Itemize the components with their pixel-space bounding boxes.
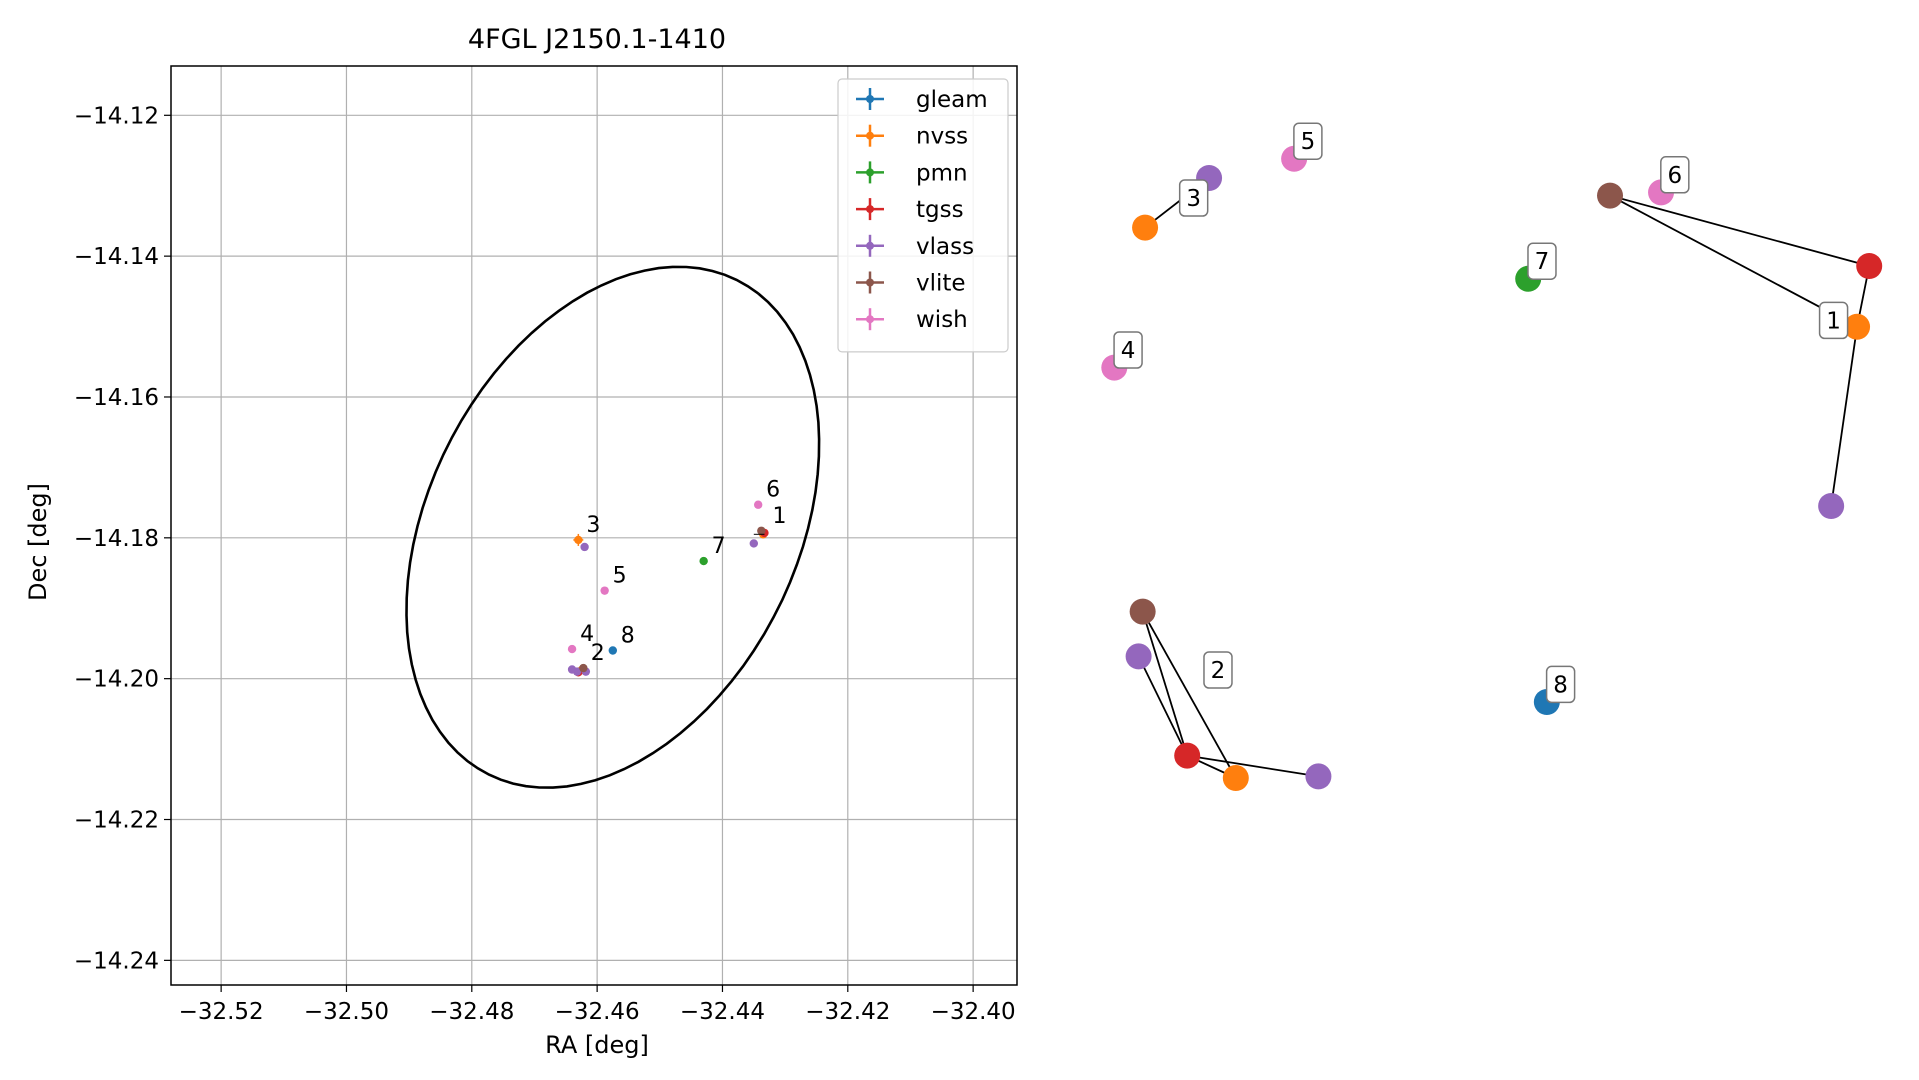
- graph-node-g2_tgss: [1174, 742, 1201, 769]
- legend-marker-dot: [866, 278, 874, 287]
- x-tick-label: −32.42: [805, 999, 890, 1025]
- graph-label-box: [1178, 179, 1209, 217]
- x-axis-ticks: −32.52 −32.50 −32.48 −32.46 −32.44 −32.42 −32.…: [179, 985, 1016, 1025]
- legend-marker-dot: [866, 205, 874, 214]
- point-annotation: 4: [580, 622, 594, 647]
- graph-label-box: [1293, 122, 1323, 160]
- graph-node-g2_vlass_b: [1305, 763, 1332, 790]
- point-annotation: 1: [772, 504, 786, 529]
- point-vlite: [579, 663, 588, 673]
- point-vlass: [567, 665, 577, 674]
- point-annotation: 3: [586, 513, 600, 538]
- left-annotations: 1 2 3 4 5 6 7 8: [580, 478, 786, 666]
- graph-label: 5: [1301, 129, 1316, 155]
- x-tick-label: −32.48: [429, 999, 514, 1025]
- legend-label: gleam: [916, 87, 988, 113]
- graph-node-g2_vlass_a: [1125, 643, 1152, 670]
- point-annotation: 5: [613, 564, 627, 589]
- graph-node-g2_nvss: [1222, 765, 1249, 791]
- point-pmn: [699, 556, 708, 566]
- graph-node-g1_tgss: [1856, 253, 1883, 279]
- y-tick-label: −14.18: [74, 526, 159, 552]
- y-tick-label: −14.12: [74, 103, 159, 129]
- point-gleam: [608, 646, 617, 655]
- graph-label-box: [1545, 665, 1576, 704]
- legend-marker-dot: [866, 241, 874, 250]
- legend-marker-dot: [866, 131, 874, 140]
- graph-label: 2: [1211, 658, 1226, 684]
- graph-edge: [1141, 611, 1237, 779]
- y-tick-label: −14.16: [74, 385, 159, 411]
- left-axes-frame: [170, 65, 1018, 986]
- y-tick-label: −14.20: [74, 667, 159, 693]
- graph-label: 1: [1826, 308, 1841, 334]
- graph-edge: [1141, 611, 1189, 756]
- legend-label: vlass: [916, 234, 974, 260]
- x-tick-label: −32.40: [931, 999, 1016, 1025]
- legend-label: vlite: [916, 271, 966, 297]
- point-annotation: 8: [621, 623, 635, 648]
- point-nvss: [574, 535, 583, 545]
- left-data-points: [567, 500, 769, 677]
- chart-title: 4FGL J2150.1-1410: [468, 24, 726, 55]
- graph-labels: 1 2 3 4 5 6 7 8: [1113, 122, 1849, 704]
- graph-edge: [1609, 194, 1858, 328]
- point-vlass: [580, 542, 589, 552]
- point-vlass: [749, 539, 758, 548]
- x-tick-label: −32.50: [304, 999, 389, 1025]
- graph-label-box: [1660, 156, 1690, 194]
- graph-edge: [1830, 326, 1858, 507]
- graph-nodes: [1101, 145, 1883, 791]
- y-tick-label: −14.22: [74, 808, 159, 834]
- point-vlite: [757, 526, 766, 535]
- legend-marker-dot: [866, 95, 874, 103]
- localization-ellipse: [405, 265, 821, 789]
- legend-label: wish: [916, 307, 968, 333]
- graph-label-box: [1527, 242, 1557, 280]
- x-tick-label: −32.52: [179, 999, 264, 1025]
- graph-label: 4: [1121, 338, 1136, 364]
- point-annotation: 6: [766, 478, 780, 503]
- graph-label-box: [1818, 301, 1849, 340]
- graph-edge: [1137, 656, 1189, 756]
- y-tick-label: −14.24: [74, 948, 159, 974]
- graph-edge: [1609, 194, 1870, 267]
- localization-ellipse-path: [405, 265, 821, 789]
- legend-label: nvss: [916, 124, 968, 150]
- y-axis-label: Dec [deg]: [24, 483, 52, 601]
- legend: gleam nvss pmn tgss vlass vlite wish: [837, 78, 1009, 353]
- x-tick-label: −32.46: [555, 999, 640, 1025]
- point-wish: [600, 586, 609, 595]
- legend-label: pmn: [916, 160, 968, 186]
- x-axis-label: RA [deg]: [545, 1031, 649, 1059]
- graph-label-box: [1113, 331, 1143, 369]
- y-axis-ticks: −14.12 −14.14 −14.16 −14.18 −14.20 −14.22 −14.…: [74, 103, 171, 974]
- left-grid: [171, 66, 1017, 985]
- right-graph-panel: 1 2 3 4 5 6 7 8: [1101, 122, 1883, 791]
- graph-node-g1_nvss: [1844, 313, 1871, 340]
- point-wish: [753, 500, 763, 509]
- graph-node-g1_vlass: [1818, 493, 1845, 519]
- legend-label: tgss: [916, 197, 964, 223]
- graph-node-g3_nvss: [1132, 214, 1159, 241]
- graph-node-g2_vlite: [1129, 598, 1156, 625]
- graph-label-box: [1203, 651, 1233, 689]
- point-annotation: 7: [712, 534, 726, 559]
- graph-label: 8: [1553, 672, 1568, 698]
- y-tick-label: −14.14: [74, 244, 159, 270]
- point-wish: [567, 644, 577, 654]
- graph-label: 3: [1186, 186, 1201, 212]
- x-tick-label: −32.44: [680, 999, 765, 1025]
- graph-edge: [1187, 754, 1319, 778]
- legend-marker-dot: [866, 315, 874, 324]
- point-annotation: 2: [591, 641, 605, 666]
- graph-label: 7: [1535, 249, 1550, 275]
- graph-label: 6: [1667, 163, 1682, 189]
- legend-marker-dot: [866, 168, 874, 177]
- graph-node-g1_vlite: [1597, 182, 1624, 209]
